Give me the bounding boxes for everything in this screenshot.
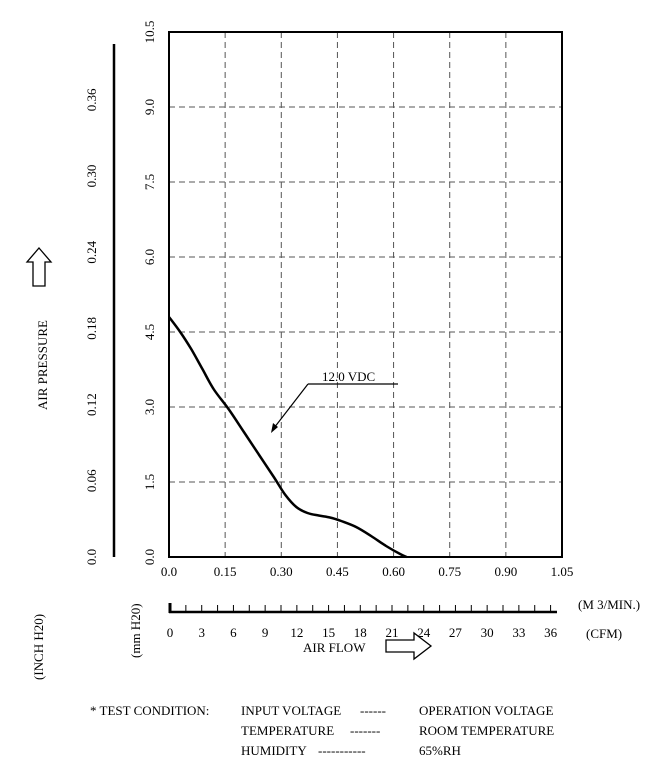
inch-tick-label: 0.24 (84, 240, 99, 263)
cfm-tick-labels: 0 3 6 9 12 15 18 21 24 27 30 33 36 (167, 625, 558, 640)
flow-tick-labels: 0.0 0.15 0.30 0.45 0.60 0.75 0.90 1.05 (161, 564, 574, 579)
cfm-tick-label: 18 (354, 625, 367, 640)
mm-tick-label: 6.0 (142, 249, 157, 265)
inch-tick-label: 0.06 (84, 469, 99, 492)
grid-lines (169, 32, 562, 557)
cfm-tick-label: 24 (417, 625, 431, 640)
cfm-tick-label: 12 (290, 625, 303, 640)
test-condition-value-3: 65%RH (419, 743, 461, 758)
cfm-unit-label: (CFM) (586, 626, 622, 641)
test-condition-name-3: HUMIDITY (241, 743, 307, 758)
test-condition-dashes-3: ----------- (318, 743, 366, 758)
test-condition-dashes-2: ------- (350, 723, 380, 738)
up-arrow-icon (25, 247, 53, 287)
cfm-tick-label: 36 (544, 625, 558, 640)
cfm-tick-label: 27 (449, 625, 463, 640)
plot-frame (168, 31, 563, 558)
cfm-tick-label: 15 (322, 625, 335, 640)
inch-tick-labels: 0.0 0.06 0.12 0.18 0.24 0.30 0.36 (84, 88, 99, 565)
cfm-tick-label: 6 (230, 625, 237, 640)
y-axis-title: AIR PRESSURE (35, 320, 50, 410)
flow-tick-label: 0.90 (494, 564, 517, 579)
flow-tick-label: 1.05 (551, 564, 574, 579)
inch-tick-label: 0.0 (84, 549, 99, 565)
mm-unit-label: (mm H20) (128, 603, 143, 658)
flow-tick-label: 0.0 (161, 564, 177, 579)
test-condition-name-2: TEMPERATURE (241, 723, 334, 738)
inch-unit-label: (INCH H20) (31, 614, 46, 680)
test-condition-value-2: ROOM TEMPERATURE (419, 723, 554, 738)
cfm-tick-label: 3 (198, 625, 205, 640)
mm-tick-label: 9.0 (142, 99, 157, 115)
x-axis-title: AIR FLOW (303, 640, 366, 655)
series-line-12vdc (168, 316, 408, 559)
series-label-12vdc: 12.0 VDC (322, 369, 375, 384)
right-arrow-icon (385, 631, 433, 661)
test-condition-prefix: * TEST CONDITION: (90, 703, 209, 718)
mm-tick-label: 7.5 (142, 174, 157, 190)
test-condition-name-1: INPUT VOLTAGE (241, 703, 341, 718)
cfm-tick-label: 21 (386, 625, 399, 640)
inch-tick-label: 0.18 (84, 317, 99, 340)
leader-arrowhead-icon (271, 423, 278, 433)
test-condition-value-1: OPERATION VOLTAGE (419, 703, 553, 718)
test-condition-dashes-1: ------ (360, 703, 386, 718)
inch-tick-label: 0.36 (84, 88, 99, 111)
cfm-ticks (185, 605, 552, 612)
series-label-leader-diagonal (273, 383, 309, 429)
flow-tick-label: 0.75 (438, 564, 461, 579)
cfm-tick-label: 30 (481, 625, 494, 640)
flow-tick-label: 0.60 (382, 564, 405, 579)
mm-tick-label: 0.0 (142, 549, 157, 565)
flow-tick-label: 0.30 (270, 564, 293, 579)
cfm-tick-label: 9 (262, 625, 269, 640)
flow-tick-label: 0.15 (214, 564, 237, 579)
flow-tick-label: 0.45 (326, 564, 349, 579)
mm-tick-label: 1.5 (142, 474, 157, 490)
mm-tick-labels: 0.0 1.5 3.0 4.5 6.0 7.5 9.0 10.5 (142, 21, 157, 566)
flow-unit-label: (M 3/MIN.) (578, 597, 640, 612)
cfm-tick-label: 33 (512, 625, 525, 640)
cfm-tick-label: 0 (167, 625, 174, 640)
mm-tick-label: 4.5 (142, 324, 157, 340)
inch-tick-label: 0.30 (84, 165, 99, 188)
mm-tick-label: 3.0 (142, 399, 157, 415)
mm-tick-label: 10.5 (142, 21, 157, 44)
inch-tick-label: 0.12 (84, 393, 99, 416)
